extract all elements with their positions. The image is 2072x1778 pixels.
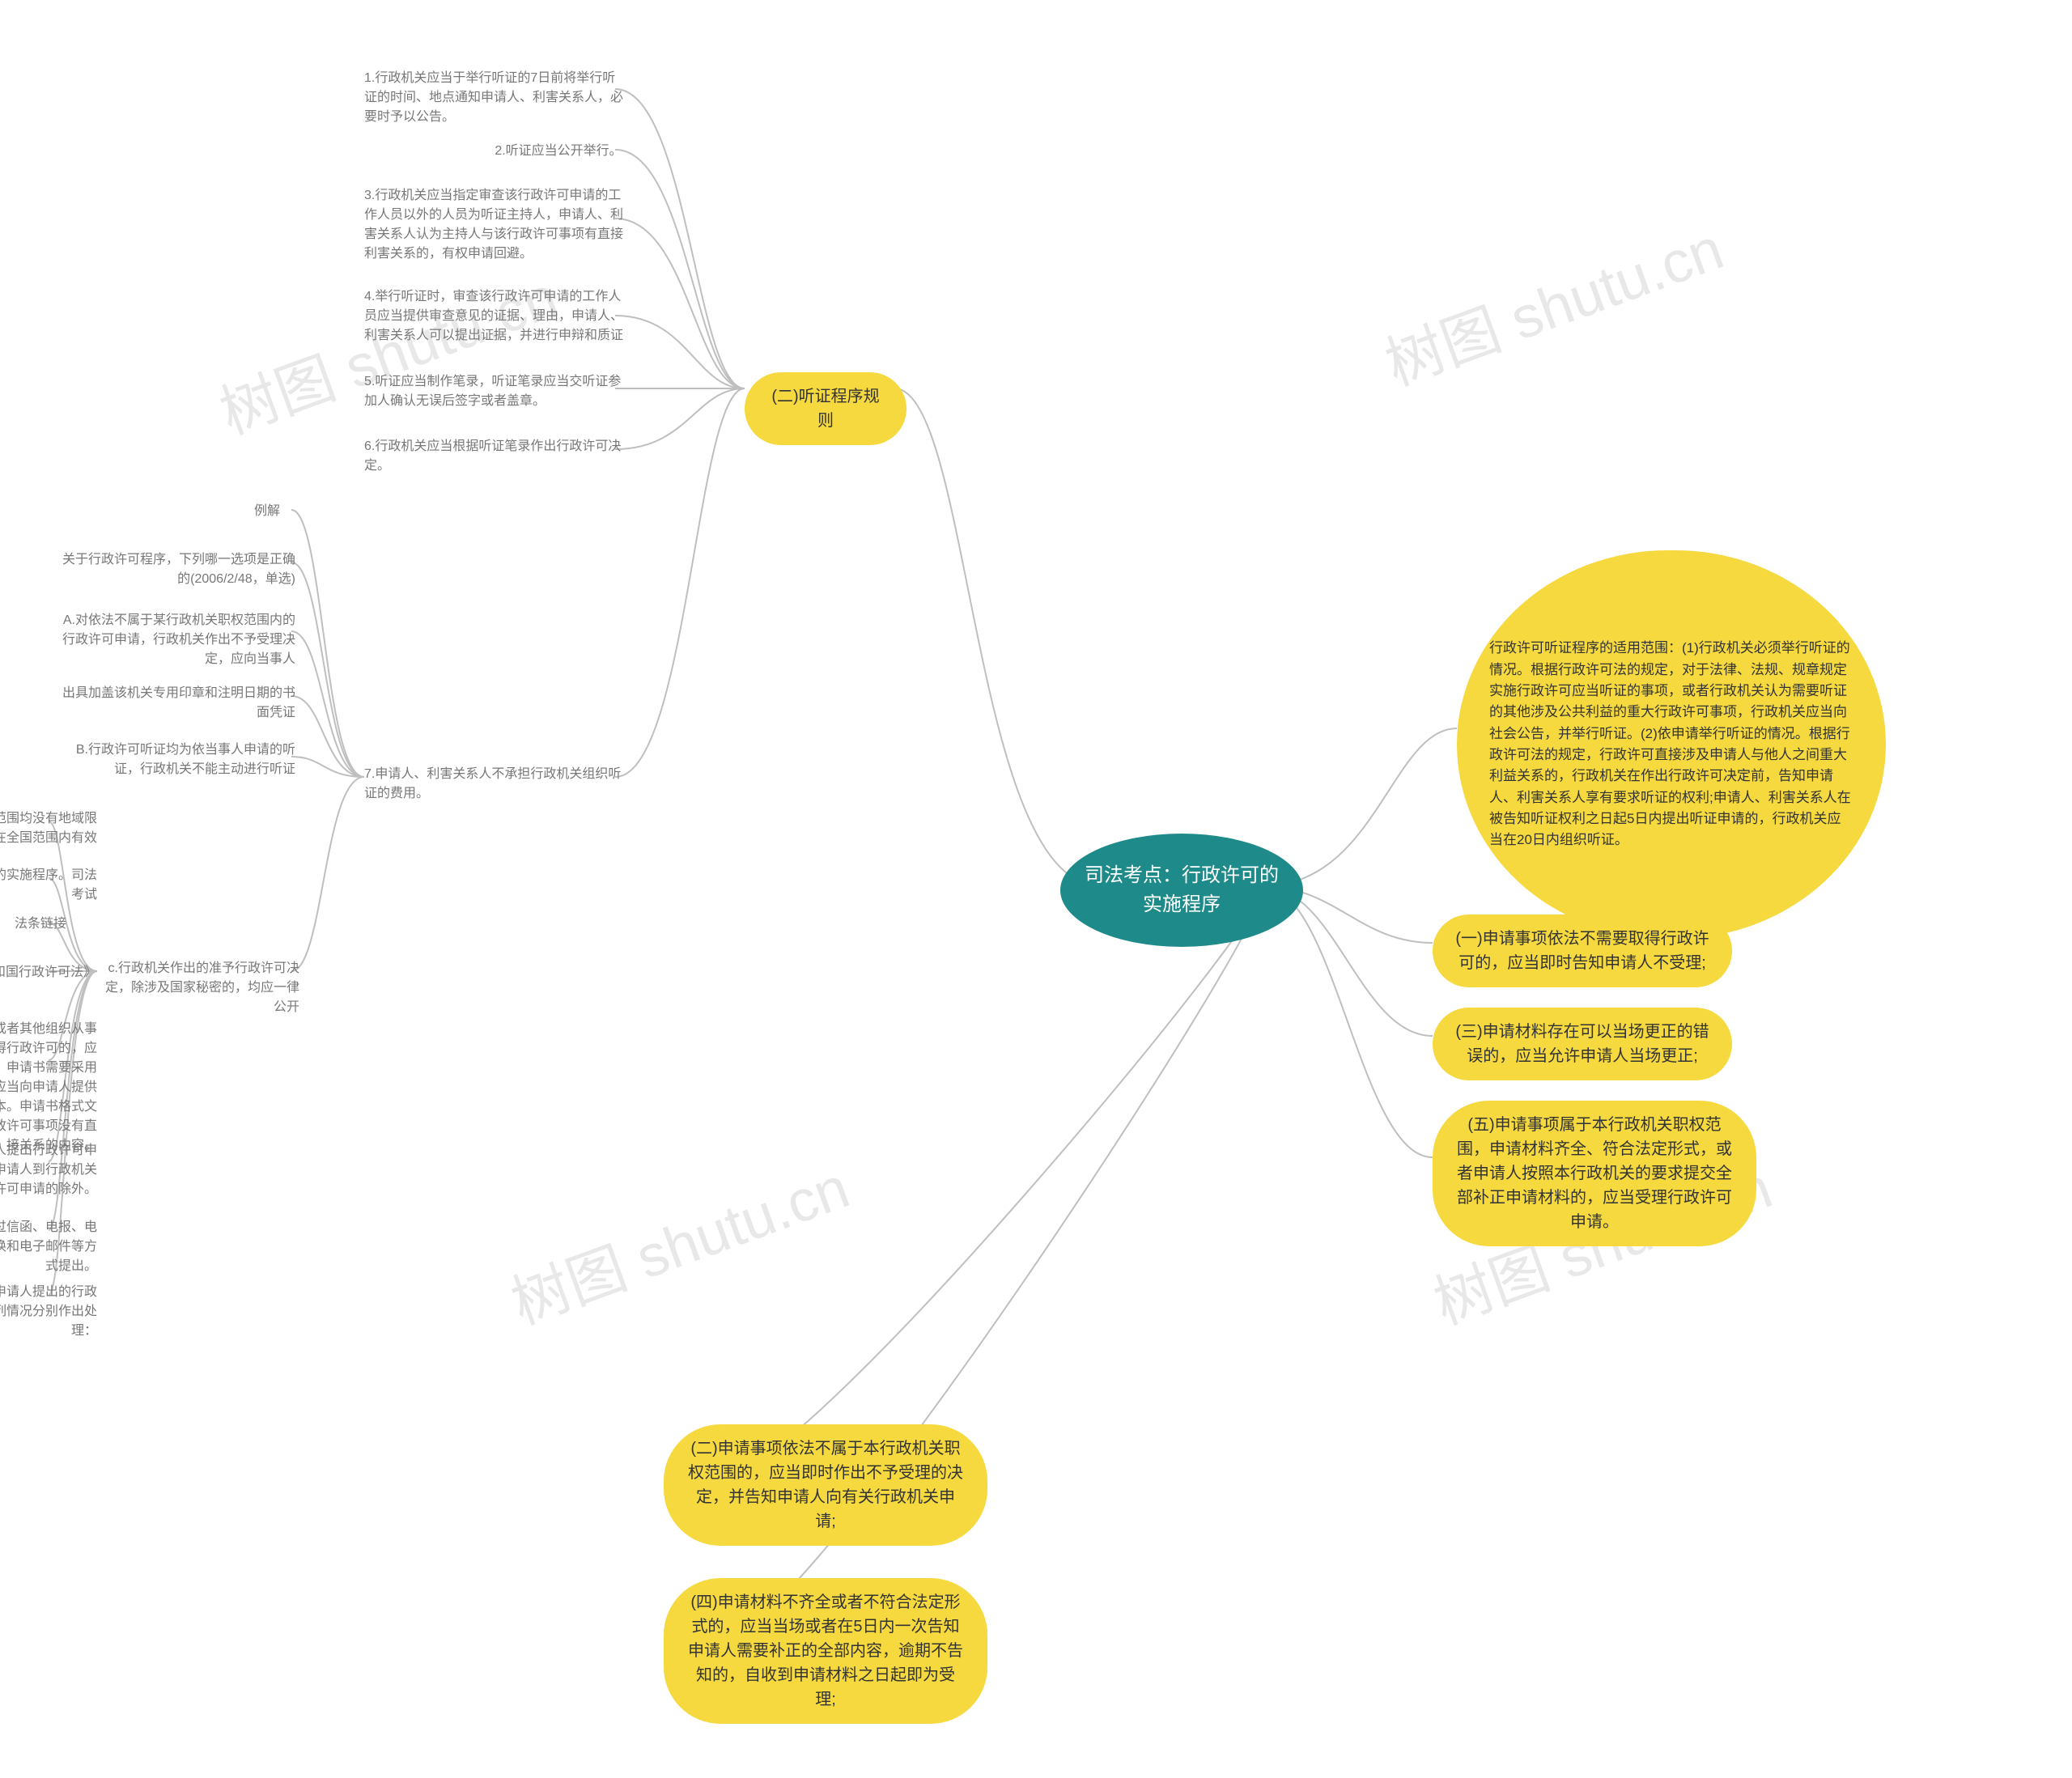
deep-s6: D.所有的行政许可适用范围均没有地域限制，在全国范围内有效	[0, 809, 97, 848]
sub-s4: B.行政许可听证均为依当事人申请的听证，行政机关不能主动进行听证	[53, 740, 295, 779]
deep-s7: [答案及解析]A.行政许可的实施程序。司法考试	[0, 866, 97, 905]
leaf-l2: 2.听证应当公开举行。	[486, 142, 631, 161]
leaf-l6: 6.行政机关应当根据听证笔录作出行政许可决定。	[364, 437, 623, 476]
deep-s8: 法条链接	[0, 914, 93, 934]
sub-s2: A.对依法不属于某行政机关职权范围内的行政许可申请，行政机关作出不予受理决定，应…	[53, 611, 295, 669]
branch-r5[interactable]: (五)申请事项属于本行政机关职权范围，申请材料齐全、符合法定形式，或者申请人按照…	[1433, 1101, 1756, 1246]
leaf-l5: 5.听证应当制作笔录，听证笔录应当交听证参加人确认无误后签字或者盖章。	[364, 372, 623, 411]
branch-r2[interactable]: (二)申请事项依法不属于本行政机关职权范围的，应当即时作出不予受理的决定，并告知…	[664, 1424, 987, 1546]
sub-s0: 例解	[243, 502, 291, 521]
sub-s3: 出具加盖该机关专用印章和注明日期的书面凭证	[53, 684, 295, 723]
branch-r4[interactable]: (四)申请材料不齐全或者不符合法定形式的，应当当场或者在5日内一次告知申请人需要…	[664, 1578, 987, 1724]
branch-r4-label: (四)申请材料不齐全或者不符合法定形式的，应当当场或者在5日内一次告知申请人需要…	[686, 1590, 965, 1712]
sub-s1: 关于行政许可程序，下列哪一选项是正确的(2006/2/48，单选)	[53, 550, 295, 589]
left-branch-title-label: (二)听证程序规则	[767, 384, 884, 433]
branch-r3-label: (三)申请材料存在可以当场更正的错误的，应当允许申请人当场更正;	[1455, 1020, 1709, 1068]
left-branch-title[interactable]: (二)听证程序规则	[745, 372, 906, 445]
deep-s12: 行政许可申请可以通过信函、电报、电传、传真、电子数据交换和电子邮件等方式提出。	[0, 1218, 97, 1276]
center-node[interactable]: 司法考点：行政许可的实施程序	[1060, 834, 1303, 947]
deep-s9: 《中华人民共和国行政许可法》	[0, 963, 93, 982]
center-label: 司法考点：行政许可的实施程序	[1085, 861, 1279, 919]
deep-s13: 第三十二条行政机关对申请人提出的行政许可申请，应当根据下列情况分别作出处理：	[0, 1283, 97, 1341]
branch-r1[interactable]: (一)申请事项依法不需要取得行政许可的，应当即时告知申请人不受理;	[1433, 914, 1732, 987]
branch-r3[interactable]: (三)申请材料存在可以当场更正的错误的，应当允许申请人当场更正;	[1433, 1008, 1732, 1080]
big-right-label: 行政许可听证程序的适用范围：(1)行政机关必须举行听证的情况。根据行政许可法的规…	[1489, 638, 1853, 851]
branch-r1-label: (一)申请事项依法不需要取得行政许可的，应当即时告知申请人不受理;	[1455, 927, 1709, 975]
leaf-l1: 1.行政机关应当于举行听证的7日前将举行听证的时间、地点通知申请人、利害关系人，…	[364, 69, 623, 127]
deep-s11: 申请人可以委托代理人提出行政许可申请。但是，依法应当由申请人到行政机关办公场所提…	[0, 1141, 97, 1199]
leaf-l7: 7.申请人、利害关系人不承担行政机关组织听证的费用。	[364, 765, 623, 804]
deep-s10: 第二十九条公民、法人或者其他组织从事特定活动，依法需要取得行政许可的，应当向行政…	[0, 1020, 97, 1156]
big-right-branch[interactable]: 行政许可听证程序的适用范围：(1)行政机关必须举行听证的情况。根据行政许可法的规…	[1457, 550, 1886, 939]
leaf-l4: 4.举行听证时，审查该行政许可申请的工作人员应当提供审查意见的证据、理由，申请人…	[364, 287, 623, 346]
sub-s5: c.行政机关作出的准予行政许可决定，除涉及国家秘密的，均应一律公开	[97, 959, 299, 1017]
leaf-l3: 3.行政机关应当指定审查该行政许可申请的工作人员以外的人员为听证主持人，申请人、…	[364, 186, 623, 264]
branch-r2-label: (二)申请事项依法不属于本行政机关职权范围的，应当即时作出不予受理的决定，并告知…	[686, 1436, 965, 1534]
branch-r5-label: (五)申请事项属于本行政机关职权范围，申请材料齐全、符合法定形式，或者申请人按照…	[1455, 1113, 1734, 1234]
